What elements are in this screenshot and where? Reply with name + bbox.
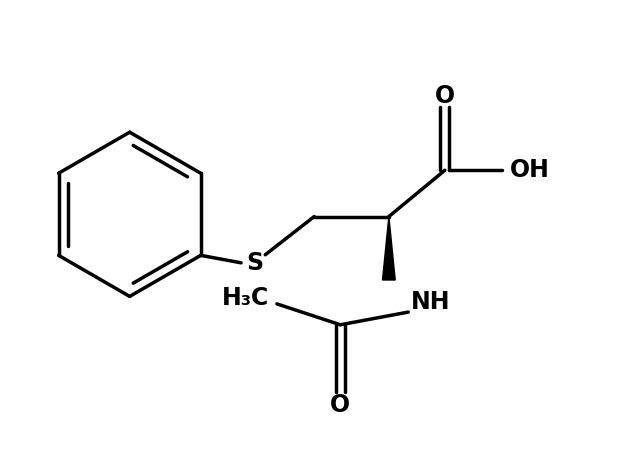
Polygon shape <box>383 216 396 280</box>
Text: OH: OH <box>510 158 550 182</box>
Text: O: O <box>330 393 351 417</box>
Text: NH: NH <box>412 290 451 314</box>
Text: O: O <box>435 83 455 108</box>
Text: S: S <box>246 251 263 275</box>
Text: H₃C: H₃C <box>222 286 269 310</box>
